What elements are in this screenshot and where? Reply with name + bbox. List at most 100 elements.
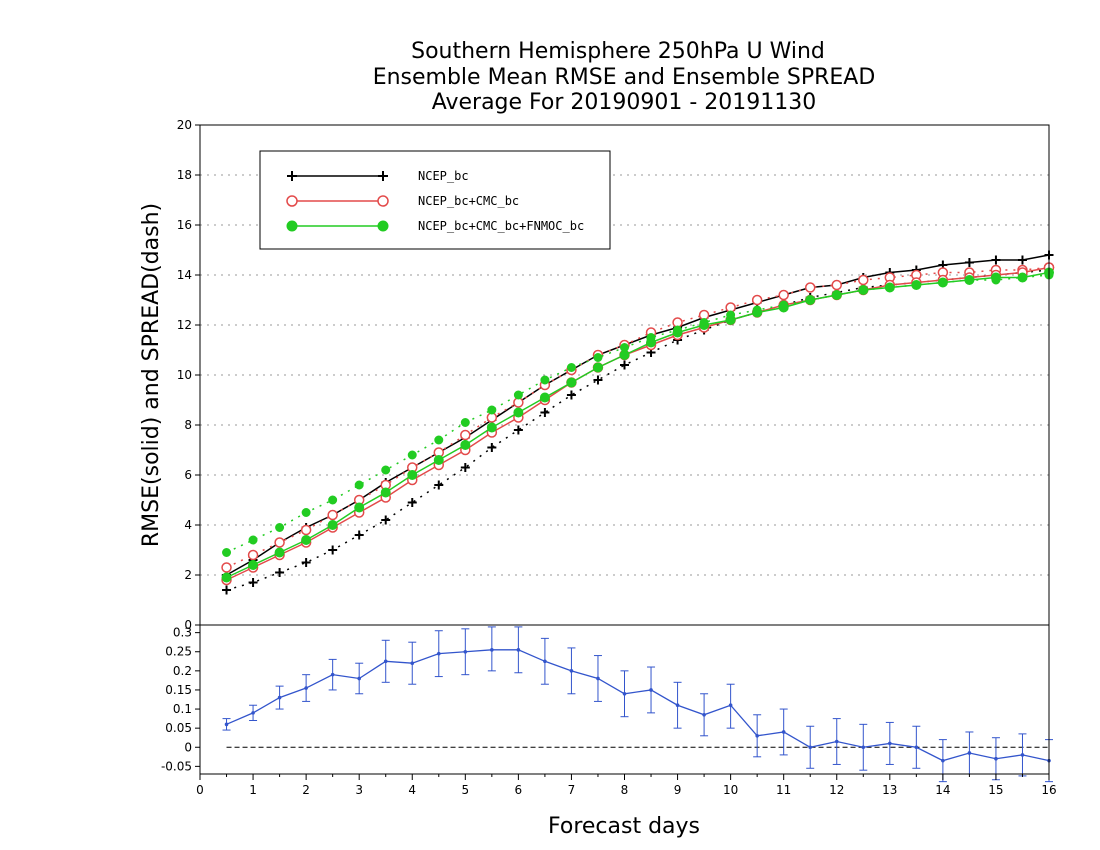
x-tick-label: 3	[355, 783, 363, 797]
difference-point	[834, 739, 839, 744]
filled-circle-marker	[778, 302, 789, 313]
difference-point	[330, 672, 335, 677]
filled-circle-marker	[539, 392, 550, 403]
filled-circle-marker	[274, 547, 285, 558]
difference-line-0	[226, 649, 1050, 762]
difference-point	[436, 651, 441, 656]
open-circle-marker	[778, 289, 789, 301]
difference-point	[304, 686, 308, 690]
x-ticks: 0 1 2 3 4 5 6 7 8 9 10 11 12 13 14 15 16	[196, 774, 1057, 797]
legend: NCEP_bc NCEP_bc+CMC_bc NCEP_bc+CMC_bc+FNMO…	[259, 150, 611, 250]
title-line-3: Average For 20190901 - 20191130	[432, 90, 817, 115]
legend-label-2: NCEP_bc+CMC_bc+FNMOC_bc	[418, 219, 584, 233]
rmse-line-1	[226, 266, 1050, 581]
difference-point	[967, 751, 972, 755]
difference-point	[463, 649, 468, 654]
x-tick-label: 9	[674, 783, 682, 797]
x-tick-label: 15	[988, 783, 1003, 797]
x-tick-label: 7	[568, 783, 576, 797]
filled-circle-marker	[566, 377, 577, 388]
filled-circle-marker	[592, 362, 603, 373]
difference-point	[702, 712, 706, 717]
filled-circle-marker	[460, 440, 471, 450]
title-line-2: Ensemble Mean RMSE and Ensemble SPREAD	[373, 65, 876, 90]
difference-point	[888, 741, 892, 746]
filled-circle-marker	[380, 487, 391, 498]
lower-y-tick-label: 0.15	[165, 683, 192, 697]
x-tick-label: 14	[935, 783, 950, 797]
filled-circle-marker	[221, 572, 232, 583]
x-tick-label: 11	[776, 783, 791, 797]
upper-y-tick-label: 18	[177, 168, 192, 182]
difference-point	[994, 756, 998, 761]
filled-circle-marker	[275, 523, 285, 532]
difference-point	[781, 730, 786, 734]
chart-title: Southern Hemisphere 250hPa U Wind Ensemb…	[373, 39, 876, 115]
open-circle-marker	[831, 279, 842, 291]
legend-label-0: NCEP_bc	[418, 169, 469, 183]
filled-circle-marker	[460, 418, 470, 427]
filled-circle-marker	[486, 422, 497, 433]
lower-series	[222, 626, 1053, 783]
lower-y-tick-label: 0.05	[165, 721, 192, 735]
x-tick-label: 12	[829, 783, 844, 797]
difference-point	[224, 722, 229, 727]
difference-point	[490, 648, 494, 652]
filled-circle-marker	[407, 450, 417, 460]
filled-circle-marker	[911, 280, 922, 290]
difference-point	[808, 745, 813, 750]
upper-y-tick-label: 6	[184, 468, 192, 482]
filled-circle-marker	[301, 508, 311, 517]
filled-circle-marker	[354, 502, 365, 513]
difference-point	[410, 661, 415, 666]
x-axis-label: Forecast days	[548, 814, 700, 839]
difference-point	[251, 711, 255, 715]
filled-circle-marker	[964, 275, 975, 285]
open-circle-marker	[377, 195, 389, 207]
filled-circle-marker	[566, 363, 576, 372]
difference-point	[569, 669, 574, 673]
open-circle-marker	[300, 524, 312, 536]
difference-point	[861, 745, 866, 750]
filled-circle-marker	[1017, 272, 1028, 283]
x-tick-label: 4	[408, 783, 416, 797]
difference-point	[755, 733, 759, 738]
filled-circle-marker	[301, 535, 312, 545]
filled-circle-marker	[248, 535, 258, 545]
filled-circle-marker	[619, 350, 630, 360]
difference-point	[277, 695, 282, 700]
open-circle-marker	[804, 282, 816, 293]
x-tick-label: 16	[1041, 783, 1056, 797]
legend-box	[259, 150, 611, 250]
lower-y-tick-label: 0	[184, 740, 192, 754]
title-line-1: Southern Hemisphere 250hPa U Wind	[411, 39, 825, 64]
filled-circle-marker	[487, 405, 497, 415]
open-circle-marker	[221, 562, 232, 573]
filled-circle-marker	[328, 495, 338, 505]
upper-y-tick-label: 2	[184, 568, 192, 582]
filled-circle-marker	[805, 295, 816, 305]
difference-point	[941, 758, 945, 763]
filled-circle-marker	[858, 285, 869, 295]
difference-point	[516, 648, 521, 652]
filled-circle-marker	[513, 390, 523, 400]
open-circle-marker	[247, 549, 259, 561]
open-circle-marker	[327, 509, 338, 521]
filled-circle-marker	[381, 465, 391, 475]
filled-circle-marker	[377, 220, 389, 232]
x-tick-label: 1	[249, 783, 257, 797]
rmse-line-2	[226, 271, 1050, 579]
difference-point	[1020, 753, 1025, 757]
filled-circle-marker	[937, 277, 948, 288]
lower-y-tick-label: 0.25	[165, 645, 192, 659]
difference-point	[622, 691, 627, 696]
lower-top-label: 0	[184, 618, 192, 632]
filled-circle-marker	[540, 375, 550, 385]
x-tick-label: 8	[621, 783, 629, 797]
x-tick-label: 2	[302, 783, 310, 797]
filled-circle-marker	[884, 282, 895, 293]
upper-series	[221, 250, 1055, 595]
lower-y-tick-label: 0.2	[173, 664, 192, 678]
filled-circle-marker	[286, 220, 298, 232]
